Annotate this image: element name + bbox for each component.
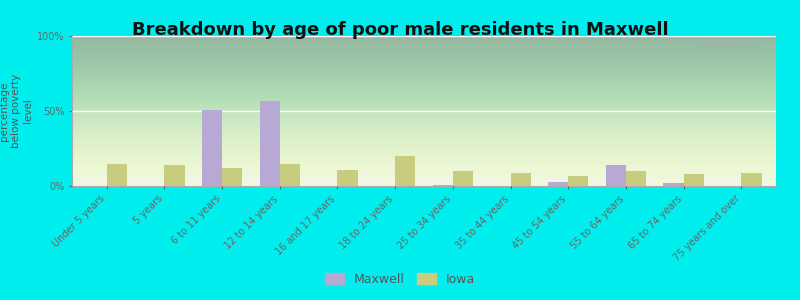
Bar (395, 156, 415, 186)
Bar (684, 174, 704, 186)
Bar (606, 165, 626, 186)
Legend: Maxwell, Iowa: Maxwell, Iowa (320, 268, 480, 291)
Bar (626, 171, 646, 186)
Bar (106, 164, 127, 186)
Text: Breakdown by age of poor male residents in Maxwell: Breakdown by age of poor male residents … (132, 21, 668, 39)
Bar (164, 165, 185, 186)
Bar (222, 168, 242, 186)
Bar (663, 183, 684, 186)
Bar (510, 172, 530, 186)
Bar (548, 182, 568, 186)
Text: City-Data.com: City-Data.com (698, 40, 762, 50)
Bar (280, 164, 300, 186)
Bar (453, 171, 473, 186)
Bar (742, 172, 762, 186)
Y-axis label: percentage
below poverty
level: percentage below poverty level (0, 74, 33, 148)
Bar (338, 169, 358, 186)
Bar (259, 100, 280, 186)
Bar (433, 184, 453, 186)
Bar (202, 110, 222, 186)
Bar (568, 176, 589, 186)
